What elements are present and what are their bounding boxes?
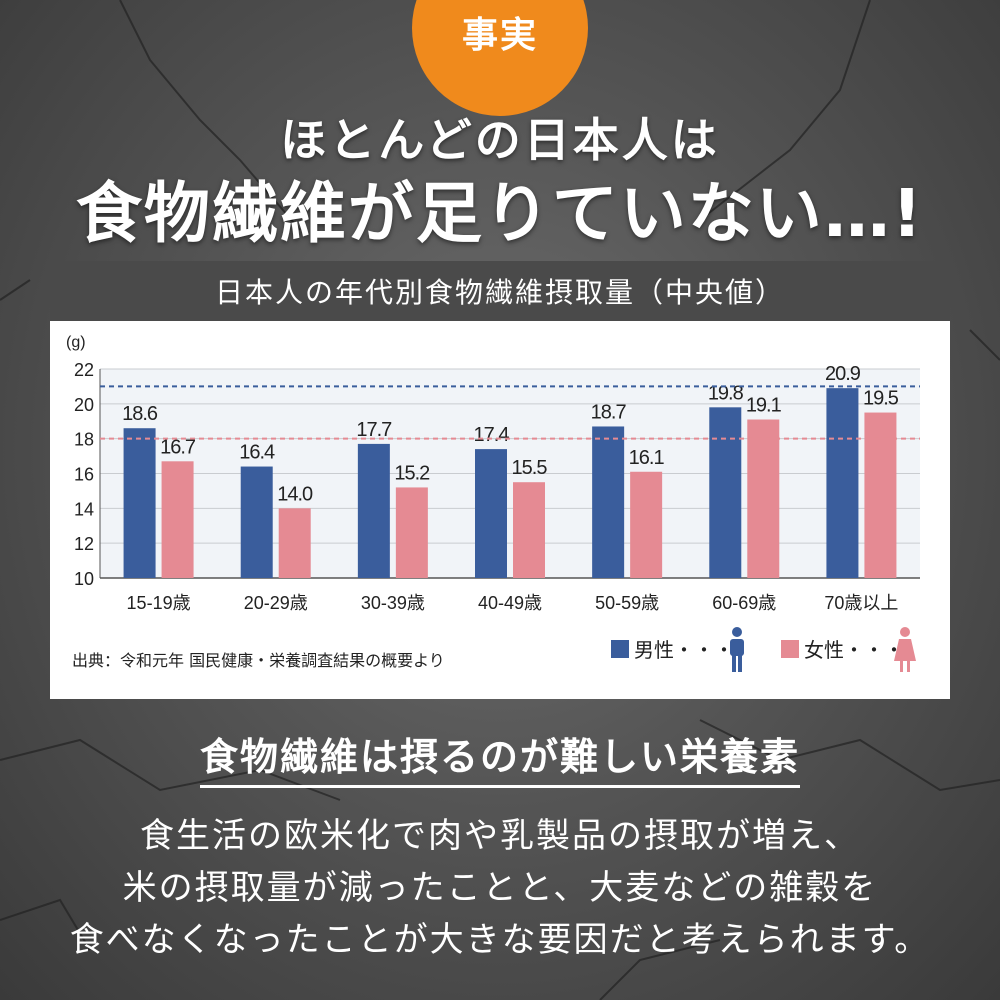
- x-tick-label: 30-39歳: [361, 593, 425, 613]
- y-tick-label: 10: [74, 569, 94, 589]
- data-label: 19.5: [863, 388, 899, 410]
- legend-swatch-female: [781, 640, 799, 658]
- x-tick-label: 15-19歳: [127, 593, 191, 613]
- data-label: 18.6: [122, 403, 158, 425]
- bar-male: [592, 426, 625, 578]
- bar-female: [864, 412, 897, 578]
- y-tick-label: 14: [74, 499, 94, 519]
- data-label: 18.7: [591, 401, 627, 423]
- headline-line2: 食物繊維が足りていない…!: [75, 175, 925, 252]
- data-label: 16.4: [239, 442, 275, 464]
- data-label: 16.7: [160, 436, 196, 458]
- bar-male: [475, 449, 507, 578]
- source-note: 出典：令和元年 国民健康・栄養調査結果の概要より: [72, 651, 445, 670]
- data-label: 16.1: [629, 447, 665, 469]
- data-label: 15.2: [394, 462, 430, 484]
- y-tick-label: 22: [74, 360, 94, 380]
- y-tick-label: 20: [74, 395, 94, 415]
- legend-label-female: 女性・・・: [804, 638, 904, 662]
- x-tick-label: 50-59歳: [595, 593, 659, 613]
- bar-male: [240, 466, 273, 578]
- data-label: 14.0: [277, 483, 313, 505]
- data-label: 19.8: [708, 382, 744, 404]
- bar-female: [161, 461, 194, 578]
- legend-label-male: 男性・・・: [634, 638, 734, 662]
- female-person-icon: [894, 627, 916, 672]
- legend-swatch-male: [611, 640, 629, 658]
- bar-female: [513, 482, 545, 578]
- bar-female: [747, 419, 780, 578]
- subheading-text: 食物繊維は摂るのが難しい栄養素: [199, 735, 800, 788]
- fact-badge: 事実: [412, 0, 588, 116]
- headline-line1: ほとんどの日本人は: [280, 113, 720, 167]
- data-label: 19.1: [746, 395, 782, 417]
- chart-panel: 10 12 14 16 18 20 22 (g) 18.6 16.7 15-19歳 16.4 14.0 2…: [50, 321, 950, 699]
- bar-male: [826, 388, 859, 578]
- x-tick-label: 70歳以上: [824, 593, 898, 613]
- bar-male: [709, 407, 742, 578]
- chart-title: 日本人の年代別食物繊維摂取量（中央値）: [50, 261, 950, 321]
- bar-female: [278, 508, 311, 578]
- bar-female: [395, 487, 428, 578]
- body-line-1: 食生活の欧米化で肉や乳製品の摂取が増え、: [140, 816, 860, 856]
- bar-female: [630, 471, 663, 578]
- y-tick-label: 16: [74, 465, 94, 485]
- male-person-icon: [730, 627, 744, 672]
- subheading: 食物繊維は摂るのが難しい栄養素: [0, 726, 1000, 788]
- x-tick-label: 60-69歳: [712, 593, 776, 613]
- x-tick-label: 20-29歳: [244, 593, 308, 613]
- y-tick-label: 18: [74, 430, 94, 450]
- y-tick-label: 12: [74, 534, 94, 554]
- data-label: 17.7: [356, 419, 392, 441]
- bar-chart: 10 12 14 16 18 20 22 (g) 18.616.7 15-19歳 16.414.0 2…: [66, 334, 920, 672]
- data-label: 17.4: [474, 424, 510, 446]
- fact-badge-label: 事実: [461, 15, 538, 56]
- body-line-2: 米の摂取量が減ったことと、大麦などの雑穀を: [122, 868, 878, 908]
- y-unit-label: (g): [66, 334, 86, 351]
- x-tick-label: 40-49歳: [478, 593, 542, 613]
- data-label: 15.5: [512, 457, 548, 479]
- data-label: 20.9: [825, 363, 861, 385]
- body-line-3: 食べなくなったことが大きな要因だと考えられます。: [69, 920, 931, 960]
- bar-male: [357, 443, 390, 578]
- bar-male: [123, 428, 156, 578]
